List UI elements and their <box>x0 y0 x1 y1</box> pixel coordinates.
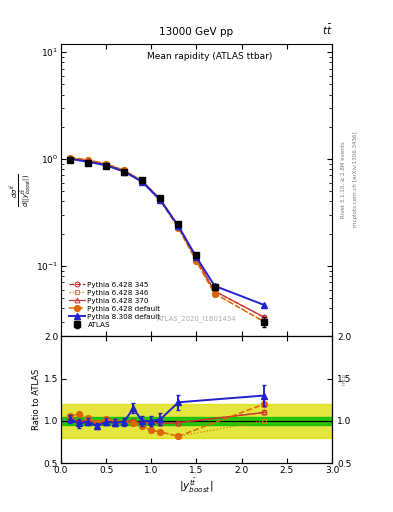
Pythia 8.308 default <box>176 223 181 229</box>
Pythia 6.428 370 <box>194 257 199 263</box>
Pythia 6.428 346 <box>86 157 90 163</box>
Pythia 6.428 345 <box>86 158 90 164</box>
Pythia 6.428 346 <box>68 155 72 161</box>
Pythia 6.428 default <box>140 178 145 184</box>
Legend: Pythia 6.428 345, Pythia 6.428 346, Pythia 6.428 370, Pythia 6.428 default, Pyth: Pythia 6.428 345, Pythia 6.428 346, Pyth… <box>67 280 162 330</box>
Pythia 8.308 default <box>86 159 90 165</box>
Pythia 6.428 345 <box>158 196 163 202</box>
Pythia 6.428 370 <box>68 155 72 161</box>
Pythia 6.428 default <box>158 197 163 203</box>
Pythia 6.428 346 <box>176 225 181 231</box>
Text: Rivet 3.1.10, ≥ 2.8M events: Rivet 3.1.10, ≥ 2.8M events <box>341 141 346 218</box>
Pythia 6.428 345 <box>212 288 217 294</box>
Pythia 6.428 370 <box>86 158 90 164</box>
Pythia 6.428 345 <box>262 314 266 321</box>
Pythia 6.428 default <box>194 259 199 265</box>
Pythia 6.428 370 <box>212 288 217 294</box>
Text: mcplots.cern.ch [arXiv:1306.3436]: mcplots.cern.ch [arXiv:1306.3436] <box>353 132 358 227</box>
Pythia 6.428 345 <box>176 223 181 229</box>
Pythia 6.428 370 <box>140 178 145 184</box>
Pythia 6.428 346 <box>122 167 127 174</box>
Pythia 6.428 345 <box>194 257 199 263</box>
Y-axis label: $\frac{d\sigma^{t\bar{t}}}{d(|y^{t\bar{t}}_{boost}|)}$: $\frac{d\sigma^{t\bar{t}}}{d(|y^{t\bar{t… <box>8 173 33 207</box>
Pythia 6.428 370 <box>176 223 181 229</box>
Pythia 6.428 370 <box>158 196 163 202</box>
Pythia 6.428 346 <box>212 290 217 296</box>
Pythia 6.428 370 <box>262 314 266 321</box>
Text: 13000 GeV pp: 13000 GeV pp <box>160 27 233 37</box>
Pythia 6.428 345 <box>68 155 72 161</box>
Pythia 8.308 default <box>194 254 199 261</box>
Pythia 8.308 default <box>122 168 127 175</box>
X-axis label: $|y^{t\bar{t}}_{boost}|$: $|y^{t\bar{t}}_{boost}|$ <box>179 477 214 495</box>
Pythia 8.308 default <box>262 302 266 308</box>
Pythia 6.428 346 <box>104 161 108 167</box>
Pythia 6.428 345 <box>104 161 108 167</box>
Line: Pythia 6.428 370: Pythia 6.428 370 <box>68 156 267 319</box>
Line: Pythia 6.428 346: Pythia 6.428 346 <box>68 155 267 324</box>
Text: ATLAS_2020_I1801434: ATLAS_2020_I1801434 <box>157 315 236 322</box>
Pythia 6.428 345 <box>140 178 145 184</box>
Y-axis label: Ratio to ATLAS: Ratio to ATLAS <box>32 369 41 431</box>
Text: mcp: mcp <box>341 373 346 385</box>
Pythia 6.428 346 <box>158 197 163 203</box>
Line: Pythia 6.428 345: Pythia 6.428 345 <box>68 156 267 319</box>
Pythia 6.428 default <box>86 157 90 163</box>
Pythia 8.308 default <box>140 179 145 185</box>
Pythia 8.308 default <box>68 156 72 162</box>
Pythia 6.428 default <box>122 167 127 174</box>
Pythia 6.428 default <box>104 161 108 167</box>
Line: Pythia 8.308 default: Pythia 8.308 default <box>67 156 267 308</box>
Line: Pythia 6.428 default: Pythia 6.428 default <box>67 155 267 325</box>
Text: Mean rapidity (ATLAS ttbar): Mean rapidity (ATLAS ttbar) <box>147 52 273 61</box>
Pythia 8.308 default <box>212 283 217 289</box>
Pythia 6.428 346 <box>140 178 145 184</box>
Pythia 8.308 default <box>104 162 108 168</box>
Pythia 6.428 default <box>176 225 181 231</box>
Pythia 6.428 346 <box>194 259 199 265</box>
Pythia 6.428 default <box>68 155 72 161</box>
Pythia 6.428 default <box>262 318 266 325</box>
Text: $t\bar{t}$: $t\bar{t}$ <box>321 23 332 37</box>
Pythia 6.428 370 <box>104 161 108 167</box>
Pythia 6.428 345 <box>122 167 127 174</box>
Pythia 8.308 default <box>158 197 163 203</box>
Pythia 6.428 default <box>212 290 217 296</box>
Pythia 6.428 370 <box>122 167 127 174</box>
Pythia 6.428 346 <box>262 318 266 325</box>
